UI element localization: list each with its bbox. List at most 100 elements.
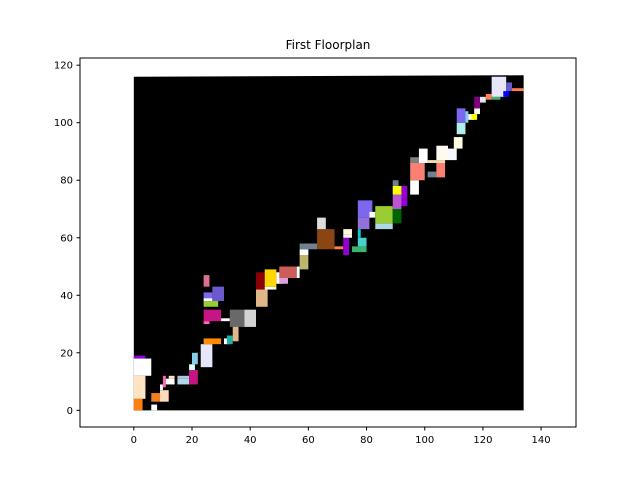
- floorplan-block: [474, 108, 480, 115]
- floorplan-block: [343, 234, 352, 238]
- floorplan-block: [369, 211, 376, 218]
- x-tick-label: 120: [473, 435, 492, 446]
- floorplan-block: [357, 237, 367, 247]
- floorplan-block: [264, 286, 277, 290]
- floorplan-block: [436, 162, 446, 178]
- floorplan-block: [491, 96, 501, 100]
- floorplan-block: [165, 378, 175, 385]
- floorplan-block: [299, 255, 309, 270]
- floorplan-block: [162, 375, 166, 388]
- floorplan-block: [279, 278, 288, 284]
- floorplan-block: [456, 122, 466, 135]
- floorplan-block: [436, 145, 448, 161]
- floorplan-block: [192, 352, 198, 365]
- floorplan-block: [357, 200, 373, 218]
- floorplan-block: [427, 171, 437, 178]
- y-tick-label: 40: [60, 291, 73, 302]
- floorplan-block: [203, 338, 222, 345]
- floorplan-block: [343, 229, 352, 235]
- x-axis: 0 20 40 60 80 100 120 140: [131, 427, 551, 446]
- x-tick-label: 140: [532, 435, 551, 446]
- floorplan-block: [151, 404, 158, 411]
- floorplan-block: [317, 217, 326, 230]
- floorplan-block: [343, 237, 350, 256]
- floorplan-block: [471, 114, 478, 120]
- floorplan-block: [133, 358, 152, 376]
- floorplan-block: [221, 318, 230, 322]
- floorplan-block: [189, 364, 195, 371]
- floorplan-block: [456, 108, 466, 123]
- floorplan-block: [375, 206, 393, 224]
- floorplan-block: [512, 88, 524, 92]
- floorplan-block: [200, 344, 213, 368]
- floorplan-block: [203, 298, 213, 302]
- floorplan-block: [474, 96, 480, 109]
- floorplan-block: [160, 390, 169, 402]
- x-tick-label: 100: [415, 435, 434, 446]
- x-tick-label: 0: [131, 435, 137, 446]
- floorplan-block: [375, 223, 393, 230]
- floorplan-block: [392, 194, 402, 209]
- floorplan-block: [133, 355, 146, 359]
- floorplan-block: [410, 180, 419, 195]
- x-tick-label: 80: [360, 435, 373, 446]
- floorplan-block: [392, 185, 402, 195]
- plot-area: [133, 75, 524, 411]
- floorplan-block: [427, 160, 446, 163]
- floorplan-block: [203, 292, 213, 299]
- y-tick-label: 100: [54, 118, 73, 129]
- floorplan-block: [357, 229, 361, 238]
- floorplan-block: [279, 266, 297, 279]
- x-tick-label: 20: [186, 435, 199, 446]
- floorplan-block: [299, 243, 318, 250]
- floorplan-block: [244, 309, 256, 327]
- floorplan-block: [177, 378, 190, 385]
- floorplan-block: [203, 321, 210, 325]
- floorplan-block: [491, 76, 507, 97]
- x-tick-label: 40: [244, 435, 257, 446]
- y-tick-label: 0: [67, 406, 73, 417]
- floorplan-block: [334, 246, 344, 250]
- floorplan-block: [448, 148, 457, 161]
- y-tick-label: 120: [54, 61, 73, 72]
- floorplan-block: [410, 162, 425, 181]
- floorplan-block: [392, 180, 399, 186]
- y-tick-label: 80: [60, 176, 73, 187]
- floorplan-block: [189, 370, 198, 385]
- floorplan-block: [453, 137, 463, 149]
- floorplan-block: [392, 208, 402, 224]
- floorplan-block: [296, 266, 300, 279]
- floorplan-block: [232, 324, 239, 342]
- floorplan-block: [299, 249, 309, 256]
- floorplan-block: [410, 157, 419, 163]
- floorplan-block: [212, 286, 224, 302]
- floorplan-block: [503, 91, 510, 97]
- floorplan-block: [133, 375, 146, 399]
- floorplan-block: [133, 398, 143, 411]
- floorplan-block: [168, 375, 175, 379]
- floorplan-block: [226, 335, 233, 345]
- floorplan-block: [229, 309, 245, 327]
- floorplan-block: [357, 217, 370, 230]
- floorplan-block: [264, 269, 277, 287]
- floorplan-block: [256, 289, 268, 307]
- floorplan-block: [418, 148, 428, 163]
- floorplan-block: [401, 185, 408, 207]
- x-tick-label: 60: [302, 435, 315, 446]
- floorplan-block: [256, 272, 265, 290]
- floorplan-block: [317, 229, 335, 250]
- chart-title: First Floorplan: [286, 38, 371, 52]
- floorplan-block: [506, 82, 512, 92]
- blocks-layer: [133, 76, 524, 411]
- floorplan-block: [465, 111, 469, 123]
- y-tick-label: 60: [60, 233, 73, 244]
- floorplan-block: [480, 96, 486, 103]
- floorplan-block: [203, 301, 219, 307]
- floorplan-block: [160, 384, 163, 391]
- floorplan-block: [177, 375, 190, 379]
- floorplan-block: [203, 309, 222, 322]
- y-tick-label: 20: [60, 348, 73, 359]
- y-axis: 0 20 40 60 80 100 120: [54, 61, 80, 417]
- floorplan-block: [485, 93, 492, 100]
